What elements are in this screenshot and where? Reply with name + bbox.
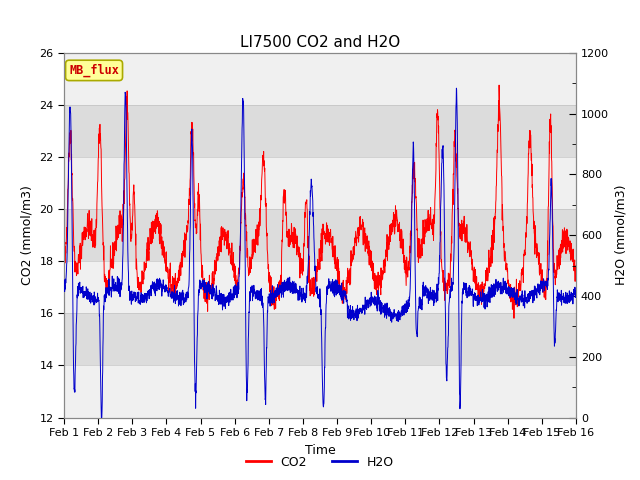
Bar (64, 313, 576, 365)
Y-axis label: CO2 (mmol/m3): CO2 (mmol/m3) (20, 185, 34, 285)
Bar (64, 209, 576, 261)
Legend: CO2, H2O: CO2, H2O (241, 451, 399, 474)
Title: LI7500 CO2 and H2O: LI7500 CO2 and H2O (240, 35, 400, 50)
Text: MB_flux: MB_flux (69, 64, 119, 77)
X-axis label: Time: Time (305, 444, 335, 456)
Bar (64, 105, 576, 157)
Y-axis label: H2O (mmol/m3): H2O (mmol/m3) (614, 185, 628, 286)
